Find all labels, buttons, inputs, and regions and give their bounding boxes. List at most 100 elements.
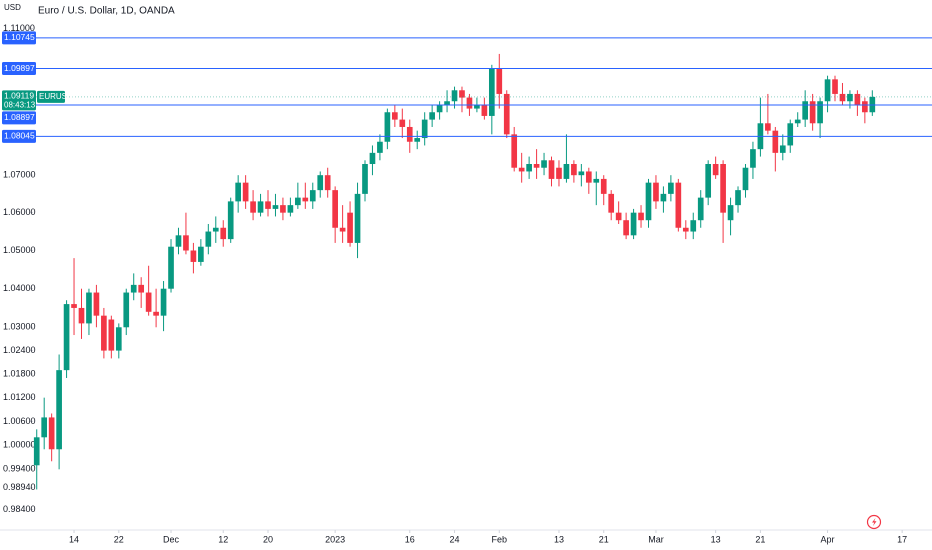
candle-body: [406, 126, 413, 142]
candle-body: [153, 311, 159, 316]
x-tick-label: 12: [218, 534, 228, 544]
candle-body: [205, 231, 212, 247]
price-line-label-box: [2, 111, 36, 125]
candle-body: [697, 197, 704, 221]
candle-body: [578, 171, 585, 176]
candle-body: [175, 235, 182, 247]
x-tick-label: 22: [114, 534, 124, 544]
candle-body: [369, 152, 376, 165]
y-tick-label: 1.04000: [3, 283, 36, 293]
x-tick-label: Feb: [492, 534, 508, 544]
price-line-label-box: [2, 31, 36, 45]
candle-body: [832, 79, 838, 94]
candle-body: [41, 417, 48, 438]
y-tick-label: 1.01200: [3, 392, 36, 402]
candle-body: [272, 205, 279, 209]
candle-body: [212, 227, 219, 232]
candle-body: [384, 112, 391, 142]
candle-body: [705, 164, 712, 198]
candle-body: [608, 193, 615, 213]
candle-body: [862, 101, 868, 113]
candle-body: [518, 167, 525, 172]
candle-body: [302, 197, 309, 202]
last-price-label: 1.09119: [4, 91, 34, 101]
price-line-label: 1.08045: [4, 131, 35, 141]
candle-body: [526, 164, 532, 172]
candle-body: [809, 101, 816, 124]
candle-body: [772, 130, 779, 153]
candle-body: [71, 304, 77, 308]
candle-body: [488, 68, 495, 116]
candle-body: [794, 119, 801, 124]
candle-body: [145, 292, 152, 312]
price-line-label-box: [2, 62, 36, 76]
candle-body: [250, 201, 256, 213]
candle-body: [541, 160, 547, 168]
candle-body: [548, 160, 555, 179]
candle-body: [824, 79, 831, 102]
candle-body: [668, 182, 674, 194]
candle-body: [511, 134, 518, 168]
candle-body: [86, 292, 92, 324]
candle-body: [362, 164, 368, 194]
candle-body: [712, 164, 719, 176]
candle-body: [421, 119, 428, 139]
price-line-label: 1.09897: [4, 63, 35, 73]
candle-body: [242, 182, 249, 202]
y-tick-label: 1.06000: [3, 207, 36, 217]
candle-body: [399, 119, 406, 127]
candle-body: [235, 182, 242, 202]
candle-body: [108, 319, 115, 351]
candle-body: [332, 190, 338, 228]
last-price-box: [2, 90, 36, 111]
candle-body: [392, 112, 398, 120]
candle-body: [563, 164, 570, 179]
candle-body: [227, 201, 234, 240]
candle-body: [324, 175, 331, 191]
candle-body: [414, 138, 421, 142]
countdown-label: 08:43:13: [4, 101, 36, 110]
price-line-label: 1.08897: [4, 112, 35, 122]
candle-body: [742, 167, 749, 191]
y-tick-label: 1.02400: [3, 345, 36, 355]
candle-body: [556, 167, 562, 179]
candle-body: [280, 205, 286, 213]
candle-body: [198, 246, 204, 262]
candle-body: [436, 104, 443, 113]
candle-body: [571, 164, 577, 176]
candle-body: [377, 141, 383, 153]
candle-body: [56, 370, 62, 450]
candle-body: [160, 288, 167, 316]
candle-body: [93, 292, 100, 316]
candle-body: [593, 178, 600, 183]
lightning-icon[interactable]: [866, 514, 882, 530]
candle-body: [347, 212, 353, 243]
candle-body: [309, 190, 316, 202]
y-tick-label: 1.11000: [3, 23, 35, 33]
candle-body: [317, 175, 324, 191]
candle-body: [690, 220, 697, 232]
y-tick-label: 1.00000: [3, 440, 36, 450]
symbol-tag-box: [37, 90, 65, 103]
candle-body: [660, 193, 667, 202]
candle-body: [287, 205, 294, 213]
x-tick-label: Dec: [163, 534, 180, 544]
candle-body: [63, 304, 70, 371]
candle-body: [444, 101, 450, 105]
y-tick-label: 0.98940: [3, 482, 36, 492]
candle-body: [682, 227, 689, 232]
x-tick-label: 2023: [325, 534, 345, 544]
x-tick-label: 13: [711, 534, 721, 544]
candle-body: [466, 97, 473, 109]
x-tick-label: 21: [599, 534, 609, 544]
y-tick-label: 1.07000: [3, 170, 36, 180]
candle-body: [787, 123, 794, 146]
candle-body: [265, 201, 271, 209]
candle-body: [645, 182, 652, 221]
candle-body: [675, 182, 682, 228]
chart-title: Euro / U.S. Dollar, 1D, OANDA: [38, 6, 175, 17]
x-tick-label: 20: [263, 534, 273, 544]
candle-body: [839, 93, 846, 102]
candle-body: [339, 227, 346, 232]
